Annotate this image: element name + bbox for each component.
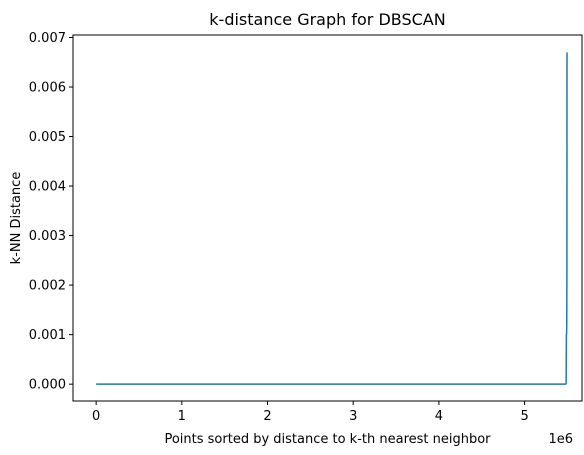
x-tick-label: 2: [263, 409, 271, 424]
x-tick-label: 0: [92, 409, 100, 424]
y-tick-label: 0.006: [29, 81, 66, 96]
y-tick-label: 0.001: [29, 328, 66, 343]
axes-frame: [72, 34, 583, 402]
y-tick-label: 0.004: [29, 180, 66, 195]
y-tick-label: 0.003: [29, 229, 66, 244]
y-tick-label: 0.005: [29, 130, 66, 145]
plot-area: [72, 34, 583, 402]
y-tick-label: 0.007: [29, 31, 66, 46]
series-line-0: [96, 52, 568, 385]
y-tick-label: 0.000: [29, 378, 66, 393]
x-tick-label: 3: [349, 409, 357, 424]
chart-title: k-distance Graph for DBSCAN: [209, 10, 445, 29]
y-tick-label: 0.002: [29, 279, 66, 294]
x-axis-ticks: 0 1 2 3 4 5: [92, 401, 529, 424]
x-tick-label: 1: [178, 409, 186, 424]
x-tick-label: 4: [435, 409, 443, 424]
x-axis-offset-label: 1e6: [548, 432, 573, 447]
x-tick-label: 5: [520, 409, 528, 424]
x-axis-label: Points sorted by distance to k-th neares…: [164, 432, 491, 447]
y-axis-ticks: 0.000 0.001 0.002 0.003 0.004 0.005 0.006 0.007: [29, 31, 73, 393]
y-axis-label: k-NN Distance: [9, 172, 24, 265]
